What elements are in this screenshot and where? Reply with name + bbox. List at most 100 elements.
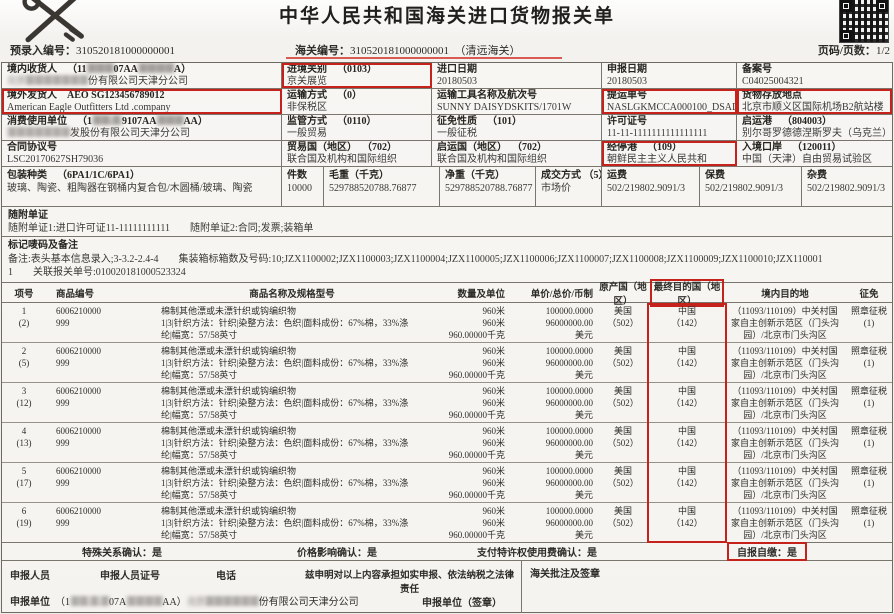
field-insurance: 保费 502/219802.9091/3: [700, 167, 802, 206]
field-value: 京关展览: [287, 76, 327, 87]
declare-unit-label: 申报单位: [10, 597, 50, 608]
cell-commodity-name: 棉制其他漂或未漂针织或钩编织物 1|3|针织方法：针织|染整方法：色织|面料成份：…: [161, 306, 409, 340]
field-value: 20180503: [437, 76, 477, 87]
cell-commodity-name: 棉制其他漂或未漂针织或钩编织物 1|3|针织方法：针织|染整方法：色织|面料成份：…: [161, 506, 409, 540]
field-label: 征免性质: [437, 116, 477, 127]
field-value: 10000: [287, 183, 312, 194]
cell-duty-exemption: 照章征税 (1): [850, 386, 887, 408]
field-net-weight: 净重（千克） 529788520788.76877: [440, 167, 536, 206]
field-value: LSC20170627SH79036: [7, 154, 104, 165]
form-row-1: 境内收货人 （11〓〓〓07AA〓〓〓〓A） 北京〓〓〓〓〓〓〓份有限公司天津分公…: [2, 63, 892, 89]
cell-domestic-destination: （11093/110109）中关村国 家自主创新示范区（门头沟 园）/北京市门头沟区: [730, 386, 839, 420]
redacted-text: 〓〓〓〓〓〓〓: [7, 128, 71, 139]
form-row-4: 合同协议号 LSC20170627SH79036 贸易国（地区） （702） 联合…: [2, 141, 892, 167]
field-transaction-mode: 成交方式 （5） 市场价: [536, 167, 602, 206]
cell-commodity-code: 6006210000 999: [56, 386, 101, 408]
field-value: 随附单证1:进口许可证11-11111111111 随附单证2:合同;发票;装箱…: [8, 223, 314, 234]
column-header: 商品编号: [56, 289, 95, 300]
field-contract-no: 合同协议号 LSC20170627SH79036: [2, 141, 282, 166]
field-value: 502/219802.9091/3: [607, 183, 686, 194]
declarant-id-label: 申报人员证号: [100, 571, 160, 582]
cell-commodity-name: 棉制其他漂或未漂针织或钩编织物 1|3|针织方法：针织|染整方法：色织|面料成份：…: [161, 386, 409, 420]
cell-final-destination: 中国 （142）: [671, 386, 703, 408]
qr-finder-icon: [876, 0, 888, 12]
field-consignee: 境内收货人 （11〓〓〓07AA〓〓〓〓A） 北京〓〓〓〓〓〓〓份有限公司天津分公…: [2, 63, 282, 88]
cell-seq: 3 (12): [16, 386, 32, 408]
field-transport-mode: 运输方式 （0） 非保税区: [282, 89, 432, 114]
cell-origin-country: 美国 （502）: [607, 386, 639, 408]
cell-seq: 1 (2): [18, 306, 30, 328]
cell-duty-exemption: 照章征税 (1): [850, 346, 887, 368]
confirm-self-declare-wrap: 自报自缴：是: [642, 542, 892, 561]
cell-quantity: 960米 960米 960.00000千克: [448, 466, 505, 500]
qr-code-icon: [839, 0, 889, 43]
field-value: 一般贸易: [287, 128, 327, 139]
customs-emblem-icon: [22, 0, 84, 43]
field-label: 贸易国（地区）: [287, 142, 357, 153]
field-label: 件数: [287, 170, 307, 181]
code-part: （1: [60, 597, 70, 608]
column-header: 数量及单位: [457, 289, 505, 300]
column-header: 境内目的地: [761, 289, 809, 300]
field-label: 经停港: [607, 142, 637, 153]
field-label: 保费: [705, 170, 725, 181]
cell-commodity-code: 6006210000 999: [56, 466, 101, 488]
field-value: NASLGKMCCA000100_DSADI: [607, 102, 737, 113]
field-tax-nature: 征免性质 （101） 一般征税: [432, 115, 602, 140]
field-trade-country: 贸易国（地区） （702） 联合国及机构和国际组织: [282, 141, 432, 166]
field-departure-country: 启运国（地区） （702） 联合国及机构和国际组织: [432, 141, 602, 166]
cell-origin-country: 美国 （502）: [607, 466, 639, 488]
column-header: 原产国（地区）: [599, 282, 647, 307]
field-value: 发股份有限公司天津分公司: [70, 128, 190, 139]
field-label: 运输方式: [287, 90, 327, 101]
field-label: 净重（千克）: [445, 170, 505, 181]
column-header: 项号: [14, 289, 34, 300]
field-packing: 包装种类 （6PA1/1C/6PA1） 玻璃、陶瓷、粗陶器在钢桶内复合包/木圆桶/…: [2, 167, 282, 206]
field-license-no: 许可证号 11-11-1111111111111111: [602, 115, 737, 140]
field-code: （702）: [367, 142, 397, 153]
field-label: 进境关别: [287, 64, 327, 75]
page-number: 页码/页数：1/2: [818, 42, 890, 58]
field-value: 中国（天津）自由贸易试验区: [742, 154, 872, 165]
field-record-no: 备案号 C04025004321: [737, 63, 892, 88]
page-number-label: 页码/页数：: [817, 45, 876, 57]
code-part: A）: [173, 64, 192, 75]
field-label: 成交方式: [541, 170, 581, 181]
field-label: 随附单证: [8, 210, 48, 221]
field-value: 市场价: [541, 183, 571, 194]
cell-seq: 6 (19): [16, 506, 32, 528]
marks-remarks-section: 标记唛码及备注 备注:表头基本信息录入;3-3.2-2.4-4 集装箱标箱数及号…: [2, 237, 892, 283]
field-value: 非保税区: [287, 102, 327, 113]
field-consumer-unit: 消费使用单位 （1〓〓.〓.9107AA〓〓〓AA） 〓〓〓〓〓〓〓发股份有限公司…: [2, 115, 282, 140]
code-part: AA）: [162, 597, 187, 608]
phone-label: 电话: [216, 571, 236, 582]
field-bill-no: 提运单号 NASLGKMCCA000100_DSADI: [602, 89, 737, 114]
cell-quantity: 960米 960米 960.00000千克: [448, 306, 505, 340]
field-value: 20180503: [607, 76, 647, 87]
table-row: 1 (2) 6006210000 999 棉制其他漂或未漂针织或钩编织物 1|3|针织…: [2, 303, 892, 343]
declare-unit-line: 申报单位 （1〓〓.〓.〓07A〓〓〓〓AA）北京〓〓〓〓〓〓份有限公司天津分公…: [10, 593, 359, 608]
customs-number: 海关编号：310520181000000001 （清远海关）: [295, 42, 521, 58]
goods-table-header: 项号 商品编号 商品名称及规格型号 数量及单位 单价/总价/币制 原产国（地区）…: [2, 278, 892, 307]
field-transport-name: 运输工具名称及航次号 SUNNY DAISYDSKITS/1701W: [432, 89, 602, 114]
qr-finder-icon: [840, 0, 852, 12]
goods-rows: 1 (2) 6006210000 999 棉制其他漂或未漂针织或钩编织物 1|3|针织…: [2, 303, 892, 543]
field-code: （804003）: [782, 116, 832, 127]
declarant-label: 申报人员: [10, 571, 50, 582]
qr-finder-icon: [840, 30, 852, 42]
field-value: 502/219802.9091/3: [807, 183, 886, 194]
field-label: 包装种类: [7, 170, 47, 181]
field-code: （702）: [517, 142, 547, 153]
customs-note-cell: 海关批注及签章: [522, 561, 892, 613]
field-departure-port: 启运港 （804003） 别尔哥罗德德涅斯罗夫（乌克兰）: [737, 115, 892, 140]
cell-origin-country: 美国 （502）: [607, 346, 639, 368]
field-storage-place: 货物存放地点 北京市顺义区国际机场B2航站楼: [737, 89, 892, 114]
field-label: 监管方式: [287, 116, 327, 127]
field-code: （120011）: [792, 142, 842, 153]
field-code: （6PA1/1C/6PA1）: [57, 170, 140, 181]
page-number-value: 1/2: [875, 45, 890, 57]
cell-price: 100000.0000 96000000.00 美元: [545, 506, 593, 540]
field-code: （0110）: [337, 116, 377, 127]
cell-quantity: 960米 960米 960.00000千克: [448, 426, 505, 460]
